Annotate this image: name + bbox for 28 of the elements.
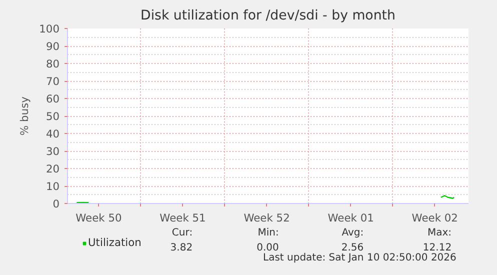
x-tick-label: Week 01	[328, 212, 374, 224]
text: Avg:	[342, 228, 364, 238]
y-tick-label: 0	[52, 198, 60, 210]
y-tick-label: 70	[46, 75, 60, 88]
y-tick-label: 60	[46, 92, 60, 106]
y-tick-label: 100	[39, 22, 60, 36]
y-tick-label: 10	[46, 180, 60, 193]
text: Last update: Sat Jan 10 02:50:00 2026	[262, 252, 456, 264]
text: 12.12	[422, 242, 452, 254]
y-tick-label: 50	[46, 110, 60, 123]
y-axis-title: % busy	[18, 96, 32, 136]
y-tick-label: 20	[46, 162, 60, 176]
x-tick-label: Week 52	[244, 212, 290, 224]
x-tick-label: Week 50	[76, 212, 122, 224]
legend-label: Utilization	[88, 236, 142, 249]
text: Min:	[258, 228, 279, 238]
x-tick-label: Week 51	[160, 212, 206, 224]
text: 2.56	[341, 242, 364, 254]
text: Cur:	[172, 228, 193, 238]
text: 0.00	[256, 242, 279, 254]
y-tick-label: 30	[46, 145, 60, 158]
y-tick-label: 90	[46, 40, 60, 53]
y-tick-label: 80	[46, 58, 60, 70]
y-tick-label: 40	[46, 128, 60, 140]
text: Max:	[428, 228, 452, 238]
chart-title: Disk utilization for /dev/sdi - by month	[140, 8, 396, 24]
x-tick-label: Week 02	[412, 212, 458, 224]
text: 3.82	[170, 242, 193, 254]
